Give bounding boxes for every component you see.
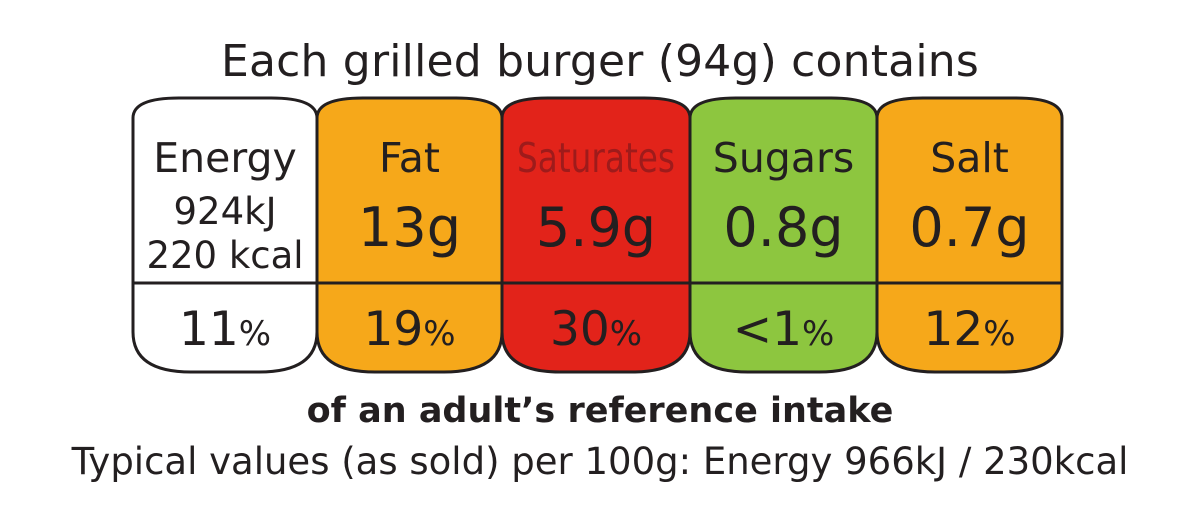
reference-intake-note: of an adult’s reference intake [306,391,894,431]
segment-salt-value: 0.7g [909,196,1029,259]
label-heading: Each grilled burger (94g) contains [220,36,979,87]
segment-salt-shape [875,96,1064,374]
segment-sugars-percent: <1% [733,302,835,357]
segment-energy-percent: 11% [179,302,271,357]
segment-energy-name: Energy [153,134,297,182]
segment-saturates: Saturates 5.9g 30% [500,96,692,374]
segment-salt-percent: 12% [923,302,1015,357]
segment-fat-percent: 19% [363,302,455,357]
segment-energy-value-1: 220 kcal [146,234,303,277]
segment-fat-name: Fat [379,134,440,182]
segment-saturates-value: 5.9g [536,196,656,259]
segment-saturates-percent: 30% [550,302,642,357]
segment-fat-value: 13g [358,196,461,259]
segment-sugars-value: 0.8g [723,196,843,259]
segment-saturates-name: Saturates [517,134,675,182]
segment-sugars: Sugars 0.8g <1% [688,96,879,374]
segment-energy-value-0: 924kJ [174,190,277,233]
segment-sugars-name: Sugars [713,134,854,182]
typical-values-line: Typical values (as sold) per 100g: Energ… [71,440,1129,483]
segment-salt: Salt 0.7g 12% [875,96,1064,374]
segment-salt-name: Salt [930,134,1009,182]
segment-fat: Fat 13g 19% [315,96,504,374]
